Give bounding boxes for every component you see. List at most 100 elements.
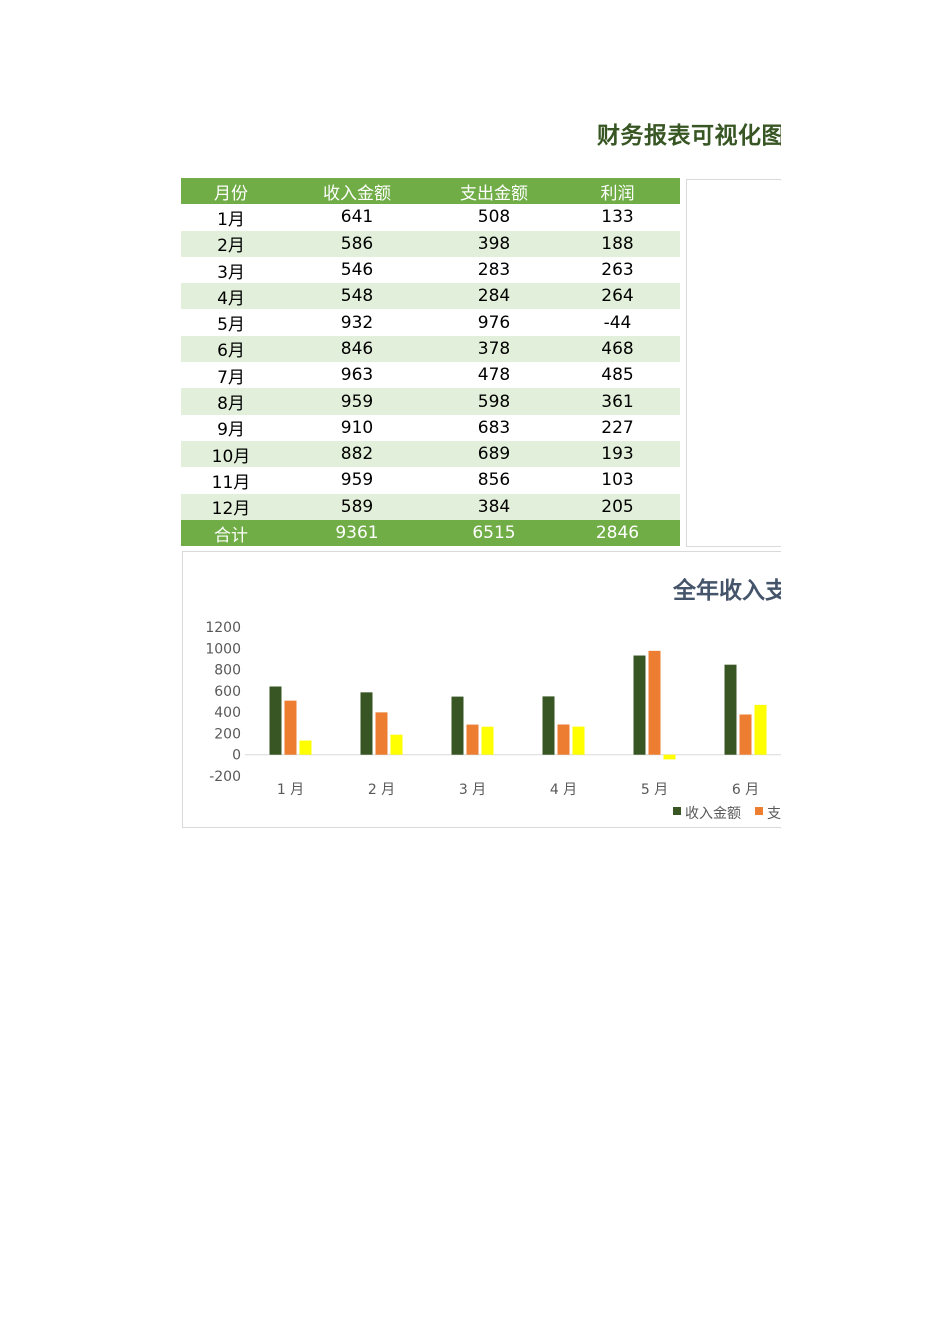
table-row: 1月 641 508 133 (181, 204, 680, 231)
title-clip: 财务报表可视化图表 (0, 0, 781, 160)
cell-expense: 284 (433, 283, 555, 310)
cell-income: 959 (281, 388, 433, 415)
bar-income (724, 664, 737, 755)
cell-income: 846 (281, 335, 433, 363)
x-tick-label: 3 月 (459, 782, 486, 798)
cell-profit: -44 (555, 309, 680, 336)
x-tick-label: 2 月 (368, 782, 395, 798)
table-body: 1月 641 508 133 2月 586 398 188 3月 546 283 263 4月 548 28… (181, 204, 680, 520)
bar-income (451, 696, 464, 755)
x-tick-label: 5 月 (641, 782, 668, 798)
cell-month: 9月 (181, 414, 281, 441)
cell-profit: 227 (555, 414, 680, 441)
cell-month: 11月 (181, 467, 281, 494)
side-chart-panel (686, 179, 781, 547)
cell-profit: 264 (555, 283, 680, 310)
bar-income (360, 692, 373, 755)
cell-profit: 103 (555, 467, 680, 494)
cell-expense: 283 (433, 256, 555, 284)
bar-expense (739, 714, 752, 755)
table-row: 2月 586 398 188 (181, 230, 680, 257)
cell-month: 6月 (181, 335, 281, 363)
bar-income (633, 655, 646, 755)
table-row: 7月 963 478 485 (181, 362, 680, 389)
cell-expense: 683 (433, 414, 555, 441)
cell-expense: 398 (433, 230, 555, 257)
cell-month: 4月 (181, 283, 281, 310)
table-row: 10月 882 689 193 (181, 440, 680, 468)
cell-income: 548 (281, 283, 433, 310)
bar-profit (663, 754, 676, 760)
bar-expense (466, 724, 479, 755)
legend-label: 支出金额 (767, 806, 781, 822)
sheet-viewport: 月份 收入金额 支出金额 利润 1月 641 508 133 2月 586 398 188 3月… (181, 178, 781, 828)
cell-income: 546 (281, 256, 433, 284)
total-label: 合计 (181, 519, 281, 547)
cell-expense: 689 (433, 440, 555, 468)
legend-swatch (755, 807, 763, 815)
table-header-row: 月份 收入金额 支出金额 利润 (181, 178, 680, 205)
table-total-row: 合计 9361 6515 2846 (181, 519, 680, 547)
table-row: 9月 910 683 227 (181, 414, 680, 441)
x-tick-label: 1 月 (277, 782, 304, 798)
x-tick-label: 4 月 (550, 782, 577, 798)
chart-container: 全年收入支出利润 1200 1000 800 600 400 200 0 -200 1 月 2 月 3… (182, 551, 781, 828)
header-month: 月份 (181, 178, 281, 205)
table-row: 6月 846 378 468 (181, 335, 680, 363)
y-tick-label: 800 (214, 663, 241, 679)
total-income: 9361 (281, 519, 433, 547)
y-tick-label: 0 (232, 748, 241, 764)
table-row: 4月 548 284 264 (181, 283, 680, 310)
cell-expense: 598 (433, 388, 555, 415)
legend-swatch (673, 807, 681, 815)
header-profit: 利润 (555, 178, 680, 205)
cell-income: 586 (281, 230, 433, 257)
cell-month: 8月 (181, 388, 281, 415)
cell-expense: 508 (433, 204, 555, 231)
cell-month: 12月 (181, 493, 281, 520)
y-tick-label: 600 (214, 684, 241, 700)
total-expense: 6515 (433, 519, 555, 547)
y-tick-label: 200 (214, 726, 241, 742)
cell-income: 910 (281, 414, 433, 441)
cell-profit: 188 (555, 230, 680, 257)
cell-month: 1月 (181, 204, 281, 231)
cell-expense: 976 (433, 309, 555, 336)
cell-month: 2月 (181, 230, 281, 257)
table-row: 12月 589 384 205 (181, 493, 680, 520)
bar-profit (754, 704, 767, 755)
cell-income: 882 (281, 440, 433, 468)
table-row: 8月 959 598 361 (181, 388, 680, 415)
bar-expense (648, 650, 661, 755)
y-tick-label: 400 (214, 705, 241, 721)
bar-expense (557, 724, 570, 755)
bar-expense (375, 712, 388, 755)
header-income: 收入金额 (281, 178, 433, 205)
finance-table: 月份 收入金额 支出金额 利润 1月 641 508 133 2月 586 398 188 3月… (181, 178, 680, 547)
cell-income: 589 (281, 493, 433, 520)
cell-profit: 468 (555, 335, 680, 363)
cell-expense: 478 (433, 362, 555, 389)
cell-income: 641 (281, 204, 433, 231)
cell-profit: 263 (555, 256, 680, 284)
bar-income (269, 686, 282, 755)
cell-month: 5月 (181, 309, 281, 336)
bar-chart: 全年收入支出利润 1200 1000 800 600 400 200 0 -200 1 月 2 月 3… (205, 577, 781, 822)
cell-profit: 361 (555, 388, 680, 415)
bar-expense (284, 700, 297, 755)
y-tick-label: -200 (209, 769, 241, 785)
bar-profit (481, 726, 494, 755)
y-tick-label: 1000 (205, 641, 241, 657)
bar-income (542, 696, 555, 755)
header-expense: 支出金额 (433, 178, 555, 205)
cell-month: 10月 (181, 440, 281, 468)
cell-profit: 133 (555, 204, 680, 231)
total-profit: 2846 (555, 519, 680, 547)
table-row: 11月 959 856 103 (181, 467, 680, 494)
cell-month: 7月 (181, 362, 281, 389)
page-title: 财务报表可视化图表 (597, 123, 781, 149)
cell-income: 932 (281, 309, 433, 336)
cell-expense: 384 (433, 493, 555, 520)
bar-profit (299, 740, 312, 755)
bar-profit (572, 726, 585, 755)
